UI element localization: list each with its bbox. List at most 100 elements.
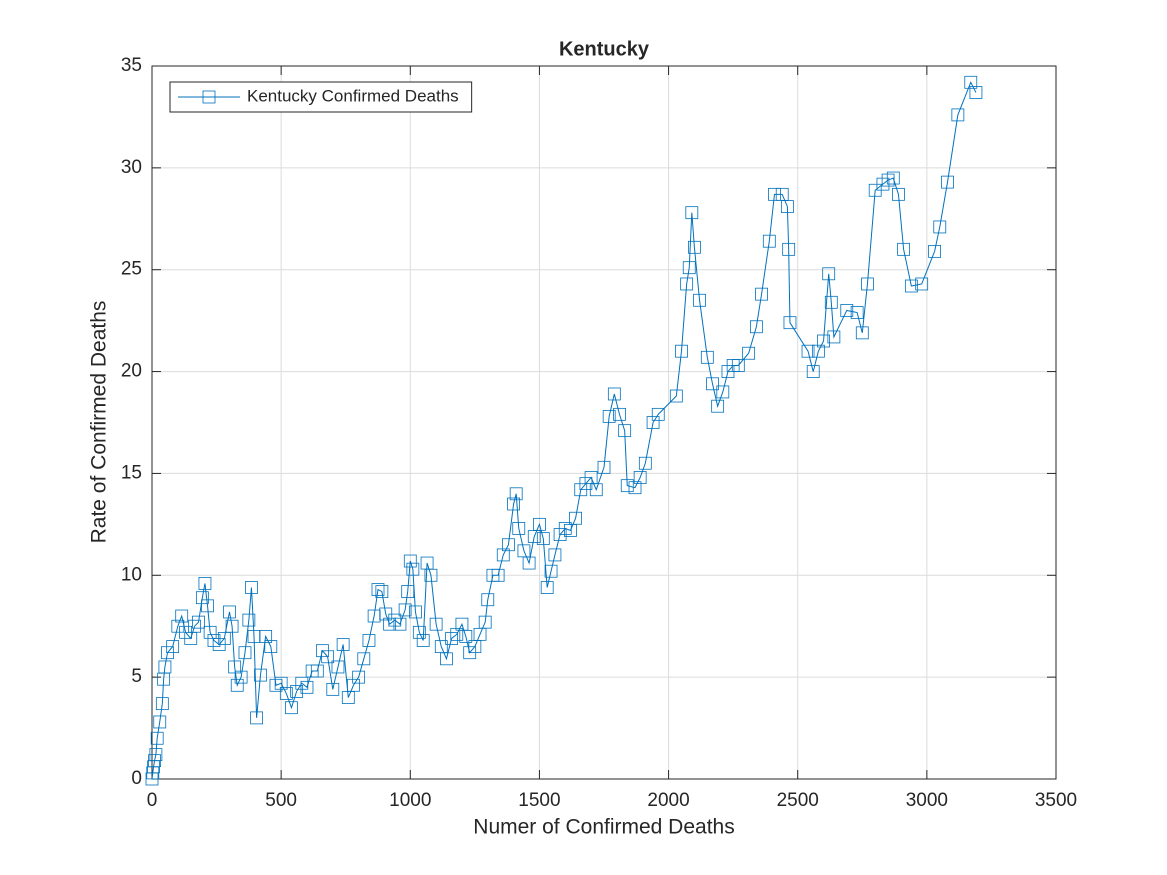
- data-marker: [450, 627, 464, 641]
- data-marker: [285, 701, 298, 715]
- data-marker: [548, 548, 562, 562]
- data-marker: [716, 385, 730, 399]
- data-marker: [768, 187, 781, 201]
- data-marker: [403, 554, 417, 568]
- data-marker: [618, 424, 632, 438]
- data-marker: [412, 625, 426, 639]
- data-marker: [861, 277, 874, 291]
- data-marker: [259, 630, 273, 643]
- data-marker: [478, 615, 492, 629]
- x-tick-label: 0: [147, 790, 158, 811]
- data-marker: [290, 685, 304, 698]
- data-marker: [682, 261, 696, 275]
- data-marker: [850, 306, 864, 319]
- data-marker: [811, 344, 825, 358]
- data-marker: [742, 346, 756, 360]
- data-marker: [806, 365, 820, 378]
- data-marker: [651, 407, 665, 421]
- data-marker: [824, 295, 838, 309]
- data-marker: [540, 581, 554, 594]
- y-tick-label: 5: [131, 666, 142, 687]
- x-tick-label: 2500: [777, 790, 819, 811]
- data-marker: [817, 334, 830, 348]
- data-marker: [331, 660, 345, 674]
- x-tick-label: 1000: [389, 790, 431, 811]
- data-marker: [669, 389, 683, 403]
- data-marker: [217, 632, 231, 645]
- data-marker: [150, 731, 164, 745]
- data-marker: [613, 407, 626, 421]
- data-marker: [153, 715, 167, 729]
- data-marker: [223, 605, 236, 619]
- data-marker: [158, 660, 172, 674]
- data-marker: [424, 568, 438, 582]
- data-marker: [512, 522, 526, 535]
- data-marker: [558, 522, 572, 535]
- data-marker: [234, 670, 248, 684]
- data-marker: [245, 581, 258, 594]
- data-marker: [693, 293, 706, 307]
- data-marker: [254, 668, 267, 682]
- data-marker: [269, 678, 283, 692]
- legend-marker: [202, 90, 216, 104]
- data-marker: [198, 577, 212, 590]
- data-marker: [357, 652, 371, 666]
- data-marker: [362, 634, 376, 647]
- data-marker: [336, 638, 350, 651]
- data-marker: [928, 244, 942, 258]
- data-marker: [371, 583, 385, 596]
- data-marker: [388, 613, 402, 627]
- data-marker: [685, 206, 699, 220]
- data-marker: [731, 359, 745, 372]
- data-marker: [700, 350, 714, 364]
- data-marker: [680, 277, 694, 291]
- y-tick-label: 0: [131, 768, 142, 789]
- data-marker: [300, 680, 314, 694]
- data-marker: [620, 479, 634, 493]
- data-marker: [749, 320, 763, 334]
- data-marker: [279, 687, 293, 700]
- data-marker: [264, 640, 278, 653]
- data-marker: [295, 676, 309, 690]
- data-marker: [964, 75, 978, 89]
- data-marker: [522, 556, 536, 570]
- data-marker: [597, 460, 611, 474]
- axes-box: [151, 65, 1057, 780]
- y-tick-label: 20: [121, 361, 142, 382]
- data-marker: [188, 619, 202, 633]
- data-marker: [416, 634, 430, 647]
- data-marker: [711, 399, 725, 413]
- data-marker: [628, 481, 642, 495]
- data-marker: [481, 593, 495, 607]
- data-marker: [780, 200, 794, 213]
- data-marker: [509, 487, 523, 501]
- y-tick-label: 15: [121, 462, 142, 483]
- data-marker: [326, 682, 340, 696]
- data-marker: [238, 646, 252, 660]
- data-marker: [782, 242, 796, 256]
- x-axis-label: Numer of Confirmed Deaths: [473, 816, 734, 839]
- data-marker: [242, 613, 256, 627]
- data-marker: [207, 634, 221, 647]
- data-marker: [827, 330, 841, 344]
- data-marker: [840, 304, 854, 317]
- data-marker: [440, 652, 453, 666]
- legend-label: Kentucky Confirmed Deaths: [247, 86, 459, 105]
- data-marker: [195, 591, 209, 605]
- y-tick-label: 25: [121, 259, 142, 280]
- y-axis-label: Rate of Confirmed Deaths: [88, 301, 111, 544]
- data-marker: [401, 585, 415, 598]
- y-tick-label: 30: [121, 157, 142, 178]
- y-tick-label: 10: [121, 564, 142, 585]
- data-marker: [409, 605, 422, 619]
- x-tick-label: 1500: [518, 790, 560, 811]
- data-marker: [496, 548, 510, 562]
- x-tick-label: 3000: [906, 790, 948, 811]
- data-marker: [347, 678, 360, 692]
- data-marker: [155, 697, 169, 711]
- data-marker: [801, 344, 815, 358]
- data-marker: [192, 615, 205, 629]
- data-marker: [536, 532, 550, 546]
- data-marker: [228, 660, 242, 674]
- data-marker: [230, 678, 244, 692]
